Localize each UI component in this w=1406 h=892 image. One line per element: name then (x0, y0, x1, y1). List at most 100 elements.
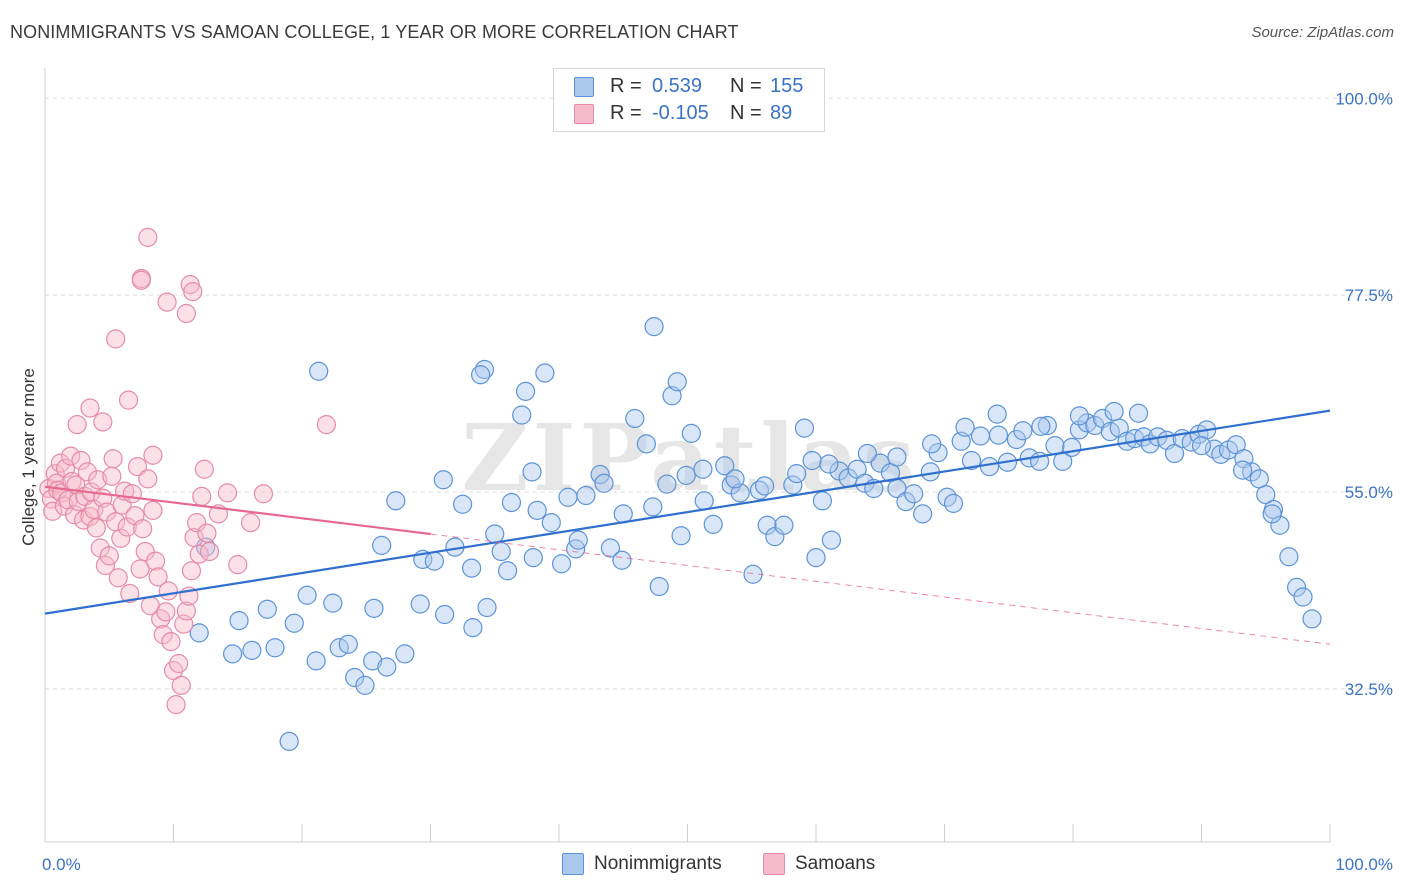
data-point-samoans (199, 541, 220, 562)
data-point-samoans (88, 470, 108, 490)
data-point-nonimmigrants (1302, 609, 1322, 629)
data-point-samoans (145, 551, 166, 571)
data-point-nonimmigrants (558, 487, 578, 507)
bottom-legend-swatch-pink (763, 853, 785, 875)
data-point-nonimmigrants (410, 594, 430, 614)
data-point-samoans (71, 450, 91, 471)
data-point-samoans (176, 601, 196, 621)
data-point-samoans (108, 568, 128, 588)
data-point-samoans (133, 519, 153, 539)
y-tick-label: 77.5% (1345, 286, 1393, 305)
data-point-nonimmigrants (703, 514, 723, 534)
data-point-nonimmigrants (636, 434, 656, 454)
data-point-nonimmigrants (787, 464, 807, 484)
data-point-nonimmigrants (1279, 547, 1299, 567)
data-point-nonimmigrants (463, 618, 483, 638)
data-point-samoans (43, 501, 63, 521)
data-point-samoans (197, 523, 217, 543)
y-tick-label: 55.0% (1345, 483, 1393, 502)
data-point-nonimmigrants (1031, 416, 1051, 436)
data-point-samoans (118, 390, 139, 410)
data-point-nonimmigrants (987, 404, 1007, 424)
bottom-legend-label: Nonimmigrants (594, 853, 722, 874)
data-point-nonimmigrants (806, 548, 826, 568)
legend-r-label: R = (610, 75, 642, 97)
data-point-samoans (106, 329, 126, 349)
data-point-samoans (67, 415, 87, 435)
data-point-nonimmigrants (364, 598, 384, 618)
data-point-nonimmigrants (819, 454, 839, 474)
data-point-nonimmigrants (1270, 515, 1290, 535)
series-samoans-points (39, 227, 337, 715)
legend-n-label: N = (730, 75, 762, 97)
data-point-nonimmigrants (887, 447, 907, 467)
data-point-nonimmigrants (453, 494, 473, 514)
data-point-nonimmigrants (667, 372, 687, 392)
data-point-nonimmigrants (643, 497, 663, 517)
data-point-nonimmigrants (754, 476, 775, 496)
trend-line-nonimmigrants (44, 409, 1331, 615)
data-point-samoans (61, 446, 81, 466)
data-point-nonimmigrants (541, 513, 561, 533)
data-point-nonimmigrants (372, 535, 392, 555)
data-point-nonimmigrants (338, 634, 358, 654)
data-point-samoans (192, 486, 212, 506)
data-point-samoans (158, 581, 178, 601)
legend-n-value: 89 (770, 102, 793, 124)
data-point-nonimmigrants (594, 473, 614, 493)
data-point-nonimmigrants (523, 548, 543, 568)
trend-line-samoans (44, 485, 431, 536)
data-point-nonimmigrants (904, 484, 924, 504)
data-point-nonimmigrants (284, 613, 304, 633)
data-point-samoans (169, 653, 189, 674)
data-point-nonimmigrants (821, 530, 842, 550)
data-point-samoans (95, 555, 115, 576)
data-point-nonimmigrants (279, 731, 299, 751)
data-point-nonimmigrants (309, 361, 329, 381)
data-point-nonimmigrants (774, 515, 794, 535)
data-point-nonimmigrants (757, 515, 777, 535)
y-tick-label: 32.5% (1345, 680, 1393, 699)
data-point-nonimmigrants (1069, 406, 1090, 426)
x-tick-label: 100.0% (1335, 855, 1393, 874)
data-point-nonimmigrants (551, 554, 572, 574)
data-point-nonimmigrants (1256, 485, 1276, 505)
data-point-samoans (156, 602, 176, 622)
data-point-nonimmigrants (498, 561, 518, 581)
data-point-nonimmigrants (386, 491, 406, 511)
data-point-samoans (138, 227, 158, 247)
data-point-nonimmigrants (462, 558, 482, 578)
data-point-samoans (228, 555, 248, 575)
data-point-nonimmigrants (568, 530, 588, 550)
data-point-nonimmigrants (1013, 421, 1033, 441)
data-point-samoans (50, 453, 71, 473)
data-point-samoans (102, 466, 122, 486)
data-point-samoans (77, 462, 98, 482)
data-point-nonimmigrants (1286, 577, 1307, 597)
data-point-samoans (130, 559, 150, 579)
data-point-nonimmigrants (306, 651, 326, 671)
data-point-nonimmigrants (1104, 401, 1124, 422)
data-point-samoans (176, 303, 196, 324)
data-point-nonimmigrants (515, 381, 536, 401)
data-point-nonimmigrants (693, 459, 713, 479)
data-point-samoans (253, 484, 274, 504)
data-point-nonimmigrants (471, 365, 491, 385)
data-point-samoans (187, 513, 207, 533)
data-point-nonimmigrants (345, 667, 365, 688)
data-point-nonimmigrants (657, 474, 677, 494)
data-point-nonimmigrants (1128, 403, 1149, 423)
source-label: Source: ZipAtlas.com (1251, 24, 1394, 41)
data-point-nonimmigrants (681, 423, 701, 443)
data-point-nonimmigrants (600, 538, 621, 558)
y-axis-title: College, 1 year or more (19, 368, 38, 546)
data-point-samoans (171, 675, 191, 695)
data-point-samoans (157, 292, 177, 312)
data-point-nonimmigrants (1062, 437, 1082, 457)
data-point-samoans (127, 457, 148, 477)
data-point-nonimmigrants (297, 585, 317, 605)
data-point-nonimmigrants (377, 657, 397, 677)
data-point-samoans (131, 270, 151, 290)
data-point-samoans (93, 412, 113, 432)
